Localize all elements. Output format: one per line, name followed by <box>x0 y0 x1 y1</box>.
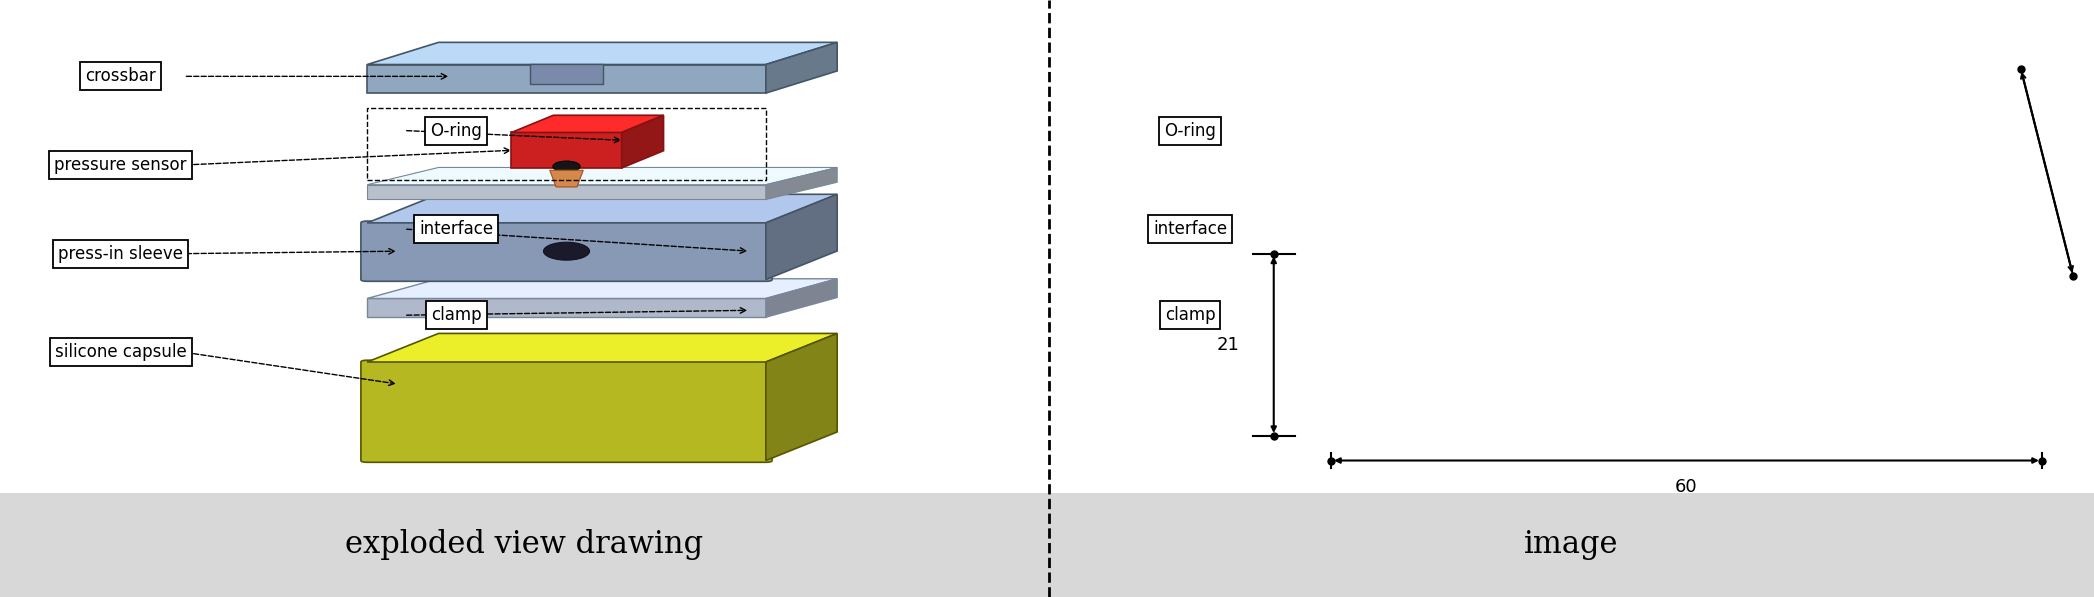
Ellipse shape <box>544 242 591 260</box>
Text: silicone capsule: silicone capsule <box>54 343 186 361</box>
Text: 60: 60 <box>1675 478 1698 496</box>
Text: pressure sensor: pressure sensor <box>54 156 186 174</box>
Bar <box>1049 493 2094 597</box>
Text: O-ring: O-ring <box>431 122 482 140</box>
Polygon shape <box>766 42 838 93</box>
Polygon shape <box>511 115 664 133</box>
Text: O-ring: O-ring <box>1164 122 1217 140</box>
Text: crossbar: crossbar <box>86 67 157 85</box>
Bar <box>366 298 766 317</box>
Text: image: image <box>1524 530 1619 560</box>
Text: interface: interface <box>419 220 494 238</box>
Polygon shape <box>366 194 838 223</box>
Polygon shape <box>366 42 838 64</box>
Bar <box>0 493 1049 597</box>
Bar <box>366 64 766 93</box>
Polygon shape <box>551 170 584 187</box>
Polygon shape <box>766 334 838 460</box>
Text: interface: interface <box>1154 220 1227 238</box>
Polygon shape <box>766 194 838 279</box>
Polygon shape <box>366 334 838 362</box>
Bar <box>511 133 622 168</box>
Polygon shape <box>366 167 838 184</box>
Bar <box>366 109 766 180</box>
FancyBboxPatch shape <box>360 221 773 281</box>
Text: exploded view drawing: exploded view drawing <box>346 530 704 560</box>
Text: clamp: clamp <box>431 306 482 324</box>
Polygon shape <box>766 167 838 199</box>
Text: press-in sleeve: press-in sleeve <box>59 245 182 263</box>
Bar <box>530 64 603 84</box>
Polygon shape <box>622 115 664 168</box>
Bar <box>366 184 766 199</box>
Polygon shape <box>766 279 838 317</box>
Polygon shape <box>366 279 838 298</box>
Text: clamp: clamp <box>1164 306 1215 324</box>
FancyBboxPatch shape <box>360 360 773 462</box>
Ellipse shape <box>553 161 580 172</box>
Text: 21: 21 <box>1217 336 1240 354</box>
